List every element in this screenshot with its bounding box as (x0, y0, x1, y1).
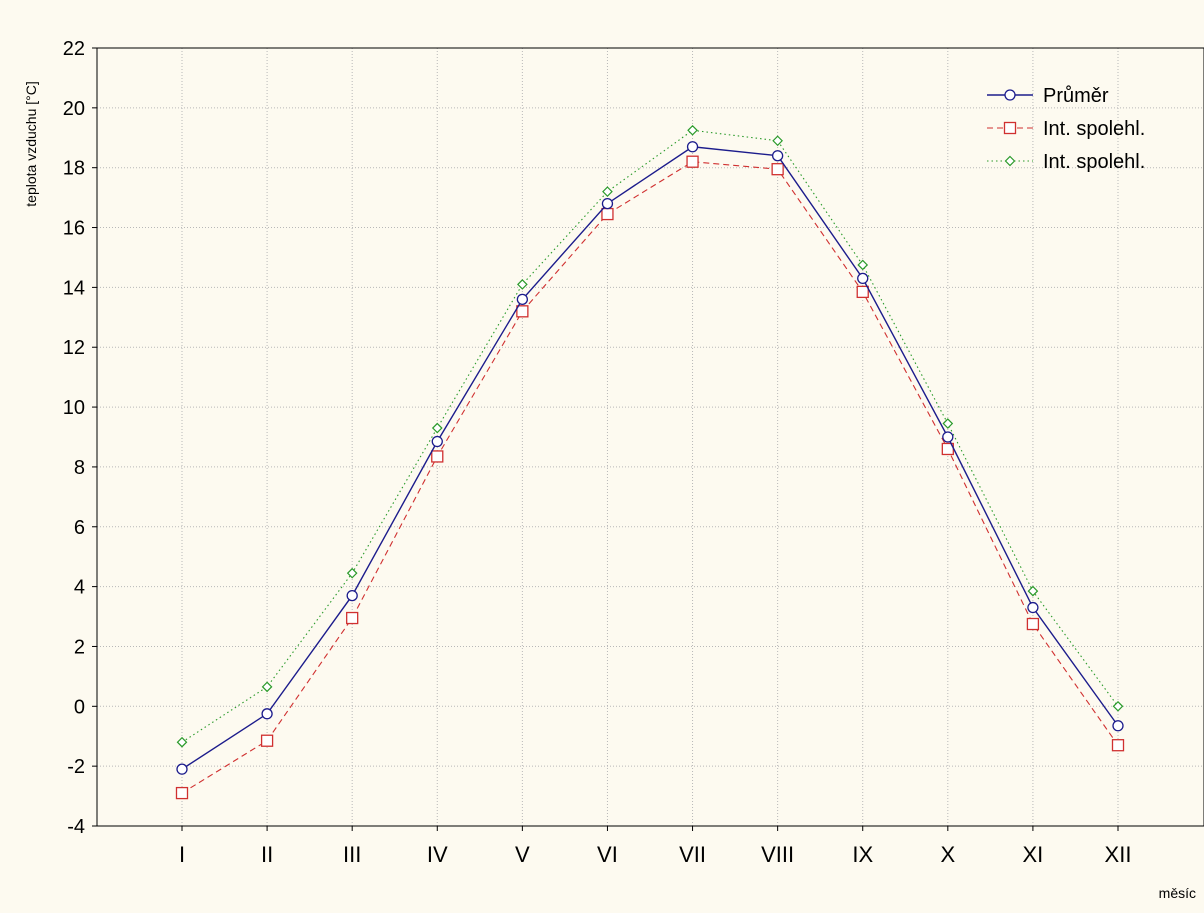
series-3 (176, 124, 1124, 748)
series-line (181, 146, 1119, 770)
data-point (686, 141, 699, 153)
data-point (942, 418, 954, 429)
data-point (176, 763, 188, 775)
data-point (261, 708, 273, 720)
data-point (601, 197, 614, 210)
legend-label: Int. spolehl. (1043, 151, 1145, 173)
data-point (771, 163, 784, 176)
data-point (1112, 700, 1124, 712)
data-point (857, 272, 869, 285)
data-point (1111, 739, 1125, 752)
data-point (516, 305, 529, 318)
x-axis-label: měsíc (1159, 885, 1196, 901)
y-axis-label: teplota vzduchu [°C] (23, 81, 39, 206)
y-tick-label: 14 (63, 277, 85, 299)
y-tick-label: -4 (67, 816, 85, 838)
legend: Průměr Int. spolehl. Int. spolehl. (987, 85, 1145, 173)
y-tick-label: 10 (63, 397, 85, 419)
data-point (176, 736, 188, 748)
x-tick-label: IV (427, 842, 448, 867)
data-point (1026, 617, 1040, 631)
data-point (261, 681, 273, 693)
x-tick-label: III (343, 842, 361, 867)
y-tick-label: 18 (63, 158, 85, 180)
data-point (1112, 720, 1124, 732)
data-point (686, 155, 699, 168)
data-point (687, 124, 698, 136)
legend-marker (1004, 155, 1016, 167)
data-point (346, 611, 359, 625)
legend-marker (1004, 89, 1016, 101)
y-tick-label: 6 (74, 517, 85, 539)
data-point (1027, 585, 1039, 597)
y-tick-label: 8 (74, 457, 85, 479)
data-point (346, 589, 358, 602)
y-tick-label: -2 (67, 756, 85, 778)
plot-frame (96, 47, 1204, 827)
data-point (346, 567, 358, 579)
y-tick-label: 20 (63, 98, 85, 120)
legend-label: Průměr (1043, 85, 1109, 107)
x-tick-label: IX (852, 842, 873, 867)
grid-layer (97, 48, 1204, 826)
data-point (175, 786, 189, 800)
data-point (772, 135, 783, 147)
y-tick-label: 12 (63, 337, 85, 359)
data-point (857, 259, 869, 271)
x-tick-label: VIII (761, 842, 794, 867)
data-point (260, 734, 274, 747)
legend-item: Int. spolehl. (987, 151, 1145, 173)
series-2 (175, 155, 1125, 800)
legend-marker (1003, 121, 1017, 135)
data-point (601, 207, 614, 221)
x-tick-label: XII (1105, 842, 1132, 867)
x-tick-label: I (179, 842, 185, 867)
x-tick-label: V (515, 842, 530, 867)
series-1 (176, 141, 1124, 775)
data-point (516, 293, 529, 306)
x-tick-label: VI (597, 842, 618, 867)
x-axis-ticks: I II III IV V VI VII VIII IX X XI XII (179, 826, 1132, 867)
y-tick-label: 2 (74, 636, 85, 658)
x-tick-label: II (261, 842, 273, 867)
data-point (771, 150, 784, 162)
x-tick-label: X (940, 842, 955, 867)
data-point (942, 431, 954, 443)
x-tick-label: VII (679, 842, 706, 867)
y-axis-ticks: -4 -2 0 2 4 6 8 10 12 14 16 18 20 22 (63, 38, 97, 838)
series-line (181, 129, 1119, 743)
legend-label: Int. spolehl. (1043, 118, 1145, 140)
series-layer (175, 124, 1125, 800)
data-point (431, 422, 443, 434)
legend-item: Průměr (987, 85, 1109, 107)
x-tick-label: XI (1023, 842, 1044, 867)
y-tick-label: 4 (74, 577, 85, 599)
data-point (431, 435, 443, 448)
y-tick-label: 22 (63, 38, 85, 60)
y-tick-label: 16 (63, 218, 85, 240)
data-point (1027, 601, 1039, 614)
data-point (602, 186, 613, 197)
data-point (517, 279, 528, 290)
series-line (181, 161, 1119, 794)
y-tick-label: 0 (74, 696, 85, 718)
legend-item: Int. spolehl. (987, 118, 1145, 140)
data-point (431, 450, 444, 463)
data-point (856, 285, 869, 299)
